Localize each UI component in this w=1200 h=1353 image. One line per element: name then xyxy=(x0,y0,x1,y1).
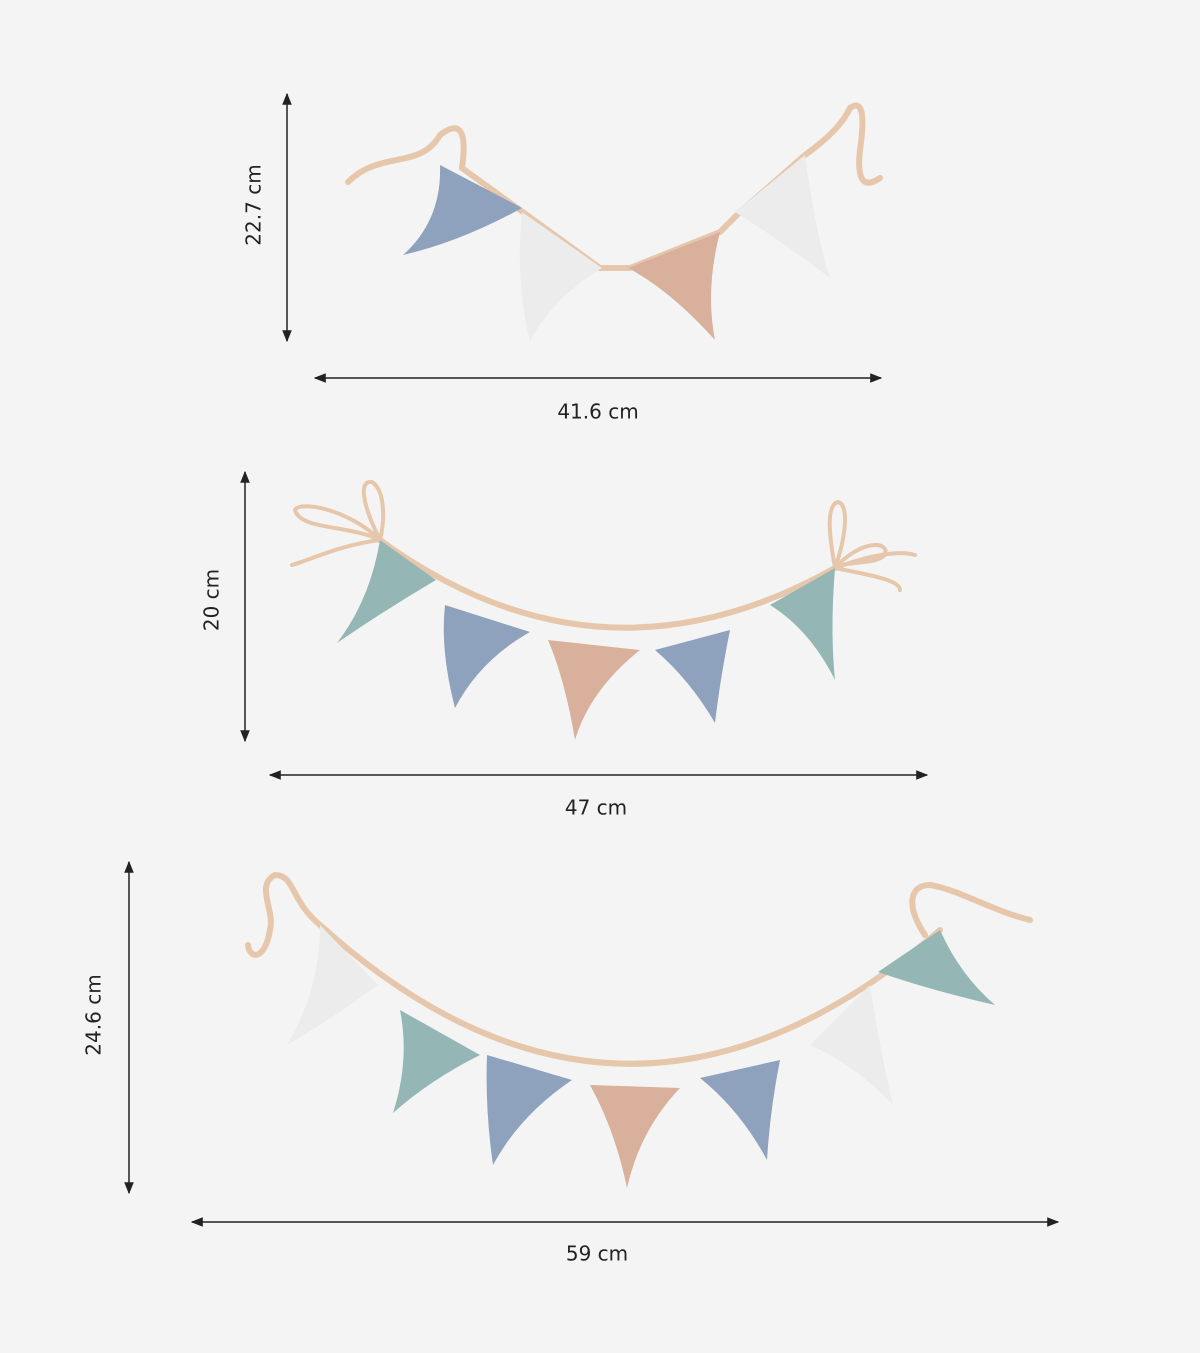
height-label: 20 cm xyxy=(200,569,224,631)
width-label: 59 cm xyxy=(566,1242,628,1266)
flag xyxy=(700,1060,780,1160)
flag xyxy=(770,568,835,680)
bow xyxy=(290,479,386,567)
flag xyxy=(443,605,530,708)
flag xyxy=(337,540,436,643)
flag xyxy=(403,165,522,255)
flag xyxy=(393,1010,480,1113)
flag xyxy=(548,640,640,740)
string xyxy=(317,922,943,1067)
bow xyxy=(827,499,917,592)
height-label: 24.6 cm xyxy=(82,974,106,1055)
string-end xyxy=(909,881,1033,938)
garland-large xyxy=(245,871,1033,1188)
string xyxy=(377,537,838,631)
flag xyxy=(486,1055,572,1165)
flag xyxy=(878,930,995,1005)
flag xyxy=(628,232,720,340)
flag xyxy=(519,212,602,342)
string xyxy=(345,102,883,271)
garland-medium xyxy=(290,479,917,740)
width-label: 41.6 cm xyxy=(557,400,638,424)
flag xyxy=(810,985,893,1105)
string-end xyxy=(245,871,323,958)
garland-small xyxy=(345,102,883,342)
flag xyxy=(655,630,730,723)
height-label: 22.7 cm xyxy=(242,164,266,245)
flag xyxy=(287,925,378,1045)
flag xyxy=(735,155,830,278)
width-label: 47 cm xyxy=(565,796,627,820)
flag xyxy=(590,1085,680,1188)
